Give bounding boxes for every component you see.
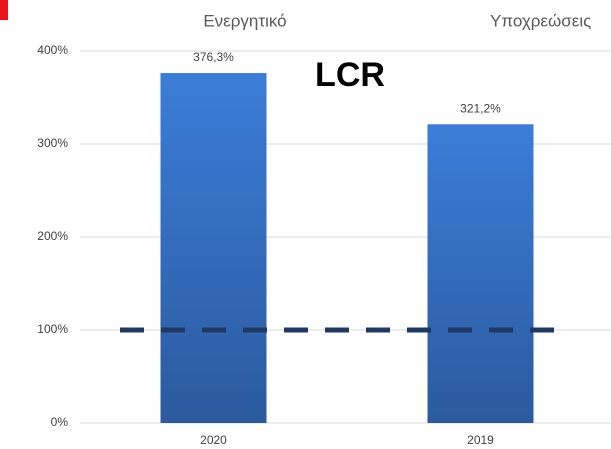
x-tick-label: 2020 xyxy=(200,433,227,447)
y-tick-label: 200% xyxy=(37,229,68,243)
y-tick-label: 400% xyxy=(37,43,68,57)
value-label: 376,3% xyxy=(193,50,234,64)
y-tick-label: 300% xyxy=(37,136,68,150)
x-tick-label: 2019 xyxy=(467,433,494,447)
y-tick-label: 100% xyxy=(37,322,68,336)
header-text: Υποχρεώσεις xyxy=(490,11,591,30)
value-label: 321,2% xyxy=(460,101,501,115)
header-text: Ενεργητικό xyxy=(203,11,286,30)
corner-marker xyxy=(0,0,8,20)
bar xyxy=(427,124,534,423)
chart-title: LCR xyxy=(315,56,385,94)
bar xyxy=(160,73,267,423)
y-tick-label: 0% xyxy=(51,415,69,429)
